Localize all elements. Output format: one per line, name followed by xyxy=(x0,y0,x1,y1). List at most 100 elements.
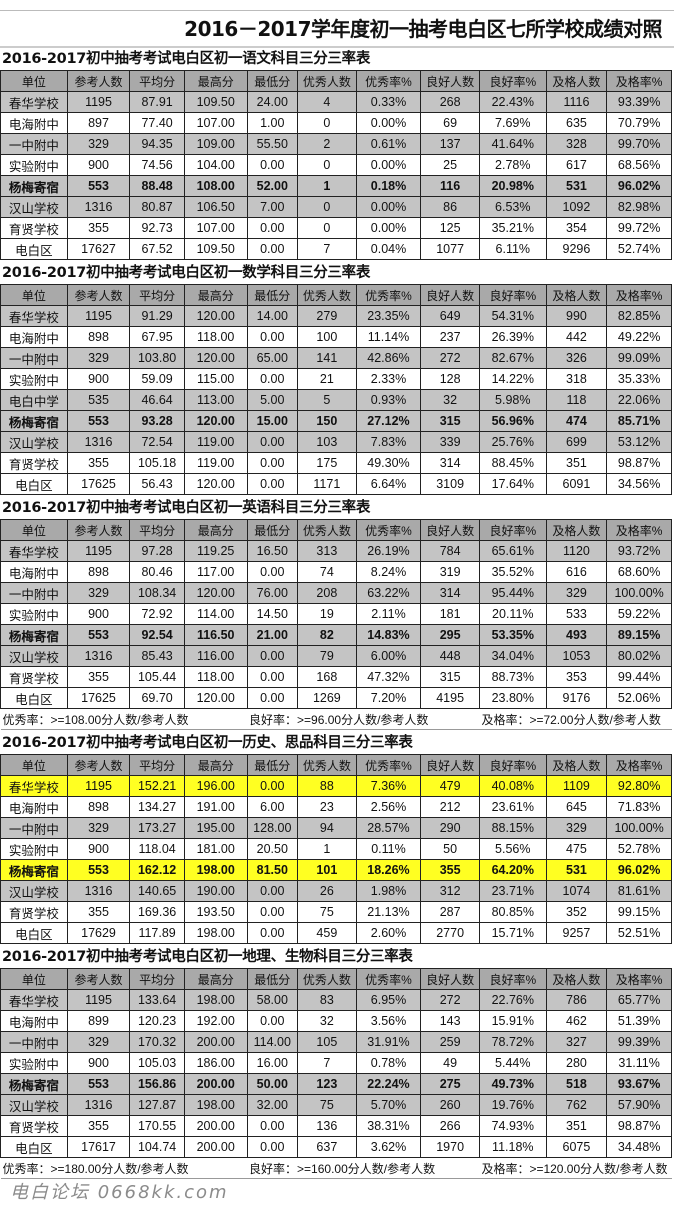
table-row: 一中附中 329 103.80 120.00 65.00 141 42.86% 272 82.6… xyxy=(0,347,672,369)
value-cell: 74.93% xyxy=(478,1115,547,1137)
value-cell: 59.22% xyxy=(606,603,672,625)
column-header: 及格人数 xyxy=(545,754,608,776)
value-cell: 1195 xyxy=(66,91,131,113)
table-header-row: 单位 参考人数 平均分 最高分 最低分 优秀人数 优秀率% 良好人数 良好率% 及格人数 及格率% xyxy=(0,70,672,92)
value-cell: 0.00% xyxy=(355,196,422,218)
value-cell: 533 xyxy=(545,603,608,625)
value-cell: 0.00 xyxy=(246,217,299,239)
value-cell: 15.71% xyxy=(478,922,547,944)
value-cell: 88.73% xyxy=(478,666,547,688)
value-cell: 1195 xyxy=(66,989,131,1011)
value-cell: 0.00% xyxy=(355,217,422,239)
value-cell: 38.31% xyxy=(355,1115,422,1137)
value-cell: 6091 xyxy=(545,473,608,495)
top-rule xyxy=(0,10,674,11)
school-name-cell: 春华学校 xyxy=(0,91,68,113)
value-cell: 6075 xyxy=(545,1136,608,1158)
school-name-cell: 汉山学校 xyxy=(0,645,68,667)
value-cell: 52.78% xyxy=(606,838,672,860)
value-cell: 355 xyxy=(66,1115,131,1137)
value-cell: 50.00 xyxy=(246,1073,299,1095)
school-name-cell: 实验附中 xyxy=(0,603,68,625)
value-cell: 94.35 xyxy=(129,133,185,155)
column-header: 及格人数 xyxy=(545,284,608,306)
value-cell: 79 xyxy=(297,645,357,667)
value-cell: 18.26% xyxy=(355,859,422,881)
value-cell: 99.70% xyxy=(606,133,672,155)
value-cell: 260 xyxy=(420,1094,480,1116)
value-cell: 193.50 xyxy=(183,901,248,923)
value-cell: 0 xyxy=(297,112,357,134)
column-header: 及格率% xyxy=(606,519,672,541)
value-cell: 35.52% xyxy=(478,561,547,583)
value-cell: 14.50 xyxy=(246,603,299,625)
value-cell: 98.87% xyxy=(606,1115,672,1137)
table-row: 汉山学校 1316 80.87 106.50 7.00 0 0.00% 86 6.53% 1092… xyxy=(0,196,672,218)
column-header: 优秀率% xyxy=(355,284,422,306)
value-cell: 101 xyxy=(297,859,357,881)
criteria-pass: 及格率：>=120.00分人数/参考人数 xyxy=(479,1157,672,1179)
column-header: 优秀率% xyxy=(355,70,422,92)
column-header: 及格人数 xyxy=(545,70,608,92)
school-name-cell: 电白区 xyxy=(0,687,68,709)
value-cell: 0.00 xyxy=(246,1115,299,1137)
table-row: 杨梅寄宿 553 156.86 200.00 50.00 123 22.24% 275 49.7… xyxy=(0,1073,672,1095)
value-cell: 351 xyxy=(545,452,608,474)
value-cell: 0.00 xyxy=(246,880,299,902)
value-cell: 553 xyxy=(66,859,131,881)
table-row: 春华学校 1195 97.28 119.25 16.50 313 26.19% 784 65.6… xyxy=(0,540,672,562)
value-cell: 14.83% xyxy=(355,624,422,646)
value-cell: 120.00 xyxy=(183,687,248,709)
value-cell: 74 xyxy=(297,561,357,583)
value-cell: 114.00 xyxy=(183,603,248,625)
value-cell: 196.00 xyxy=(183,775,248,797)
value-cell: 100.00% xyxy=(606,817,672,839)
school-name-cell: 育贤学校 xyxy=(0,452,68,474)
table-row: 实验附中 900 72.92 114.00 14.50 19 2.11% 181 20.11% 5… xyxy=(0,603,672,625)
column-header: 及格率% xyxy=(606,70,672,92)
value-cell: 5.70% xyxy=(355,1094,422,1116)
value-cell: 312 xyxy=(420,880,480,902)
value-cell: 0.00 xyxy=(246,687,299,709)
table-row: 电白区 17629 117.89 198.00 0.00 459 2.60% 2770 15.7… xyxy=(0,922,672,944)
value-cell: 128.00 xyxy=(246,817,299,839)
table-row: 杨梅寄宿 553 88.48 108.00 52.00 1 0.18% 116 20.98% 53… xyxy=(0,175,672,197)
column-header: 单位 xyxy=(0,968,68,990)
value-cell: 0.61% xyxy=(355,133,422,155)
value-cell: 2.11% xyxy=(355,603,422,625)
value-cell: 616 xyxy=(545,561,608,583)
value-cell: 7.00 xyxy=(246,196,299,218)
value-cell: 69.70 xyxy=(129,687,185,709)
table-row: 电白区 17625 56.43 120.00 0.00 1171 6.64% 3109 17.6… xyxy=(0,473,672,495)
value-cell: 116.50 xyxy=(183,624,248,646)
column-header: 良好人数 xyxy=(420,284,480,306)
value-cell: 0.00 xyxy=(246,326,299,348)
table-row: 杨梅寄宿 553 162.12 198.00 81.50 101 18.26% 355 64.2… xyxy=(0,859,672,881)
tables-host: 2016-2017初中抽考考试电白区初一语文科目三分三率表 单位 参考人数 平均分 最高… xyxy=(0,48,674,1181)
value-cell: 53.35% xyxy=(478,624,547,646)
column-header: 良好人数 xyxy=(420,519,480,541)
value-cell: 0 xyxy=(297,154,357,176)
value-cell: 198.00 xyxy=(183,859,248,881)
school-name-cell: 春华学校 xyxy=(0,989,68,1011)
value-cell: 7.20% xyxy=(355,687,422,709)
value-cell: 9176 xyxy=(545,687,608,709)
value-cell: 5 xyxy=(297,389,357,411)
value-cell: 195.00 xyxy=(183,817,248,839)
value-cell: 6.53% xyxy=(478,196,547,218)
value-cell: 1970 xyxy=(420,1136,480,1158)
value-cell: 17625 xyxy=(66,687,131,709)
value-cell: 72.92 xyxy=(129,603,185,625)
value-cell: 326 xyxy=(545,347,608,369)
value-cell: 49.73% xyxy=(478,1073,547,1095)
value-cell: 71.83% xyxy=(606,796,672,818)
value-cell: 143 xyxy=(420,1010,480,1032)
value-cell: 54.31% xyxy=(478,305,547,327)
value-cell: 88.45% xyxy=(478,452,547,474)
subject-section: 2016-2017初中抽考考试电白区初一地理、生物科目三分三率表 单位 参考人数 平均… xyxy=(0,946,674,1181)
value-cell: 14.22% xyxy=(478,368,547,390)
value-cell: 63.22% xyxy=(355,582,422,604)
value-cell: 11.14% xyxy=(355,326,422,348)
value-cell: 190.00 xyxy=(183,880,248,902)
value-cell: 637 xyxy=(297,1136,357,1158)
